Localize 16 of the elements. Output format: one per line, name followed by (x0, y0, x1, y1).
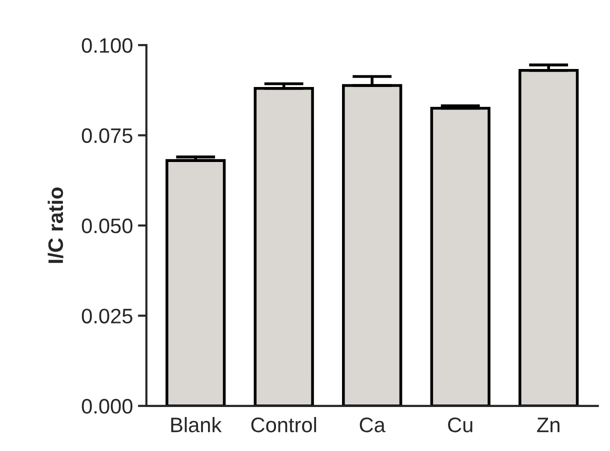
y-axis-title: I/C ratio (48, 188, 64, 263)
y-tick-label: 0.050 (82, 218, 132, 234)
bar (518, 68, 579, 406)
y-tick-label: 0.000 (82, 398, 132, 414)
x-tick-label: Cu (448, 418, 472, 432)
y-tick-label: 0.075 (82, 128, 132, 144)
y-tick-label: 0.025 (82, 308, 132, 324)
bar (166, 159, 226, 406)
x-tick-label: Ca (360, 418, 386, 432)
x-tick-label: Control (251, 417, 316, 432)
bar (430, 106, 490, 406)
bar (342, 84, 402, 406)
x-tick-label: Blank (171, 417, 222, 432)
x-tick-label: Zn (537, 418, 560, 432)
y-tick-label: 0.100 (82, 38, 132, 53)
bar (254, 87, 314, 406)
